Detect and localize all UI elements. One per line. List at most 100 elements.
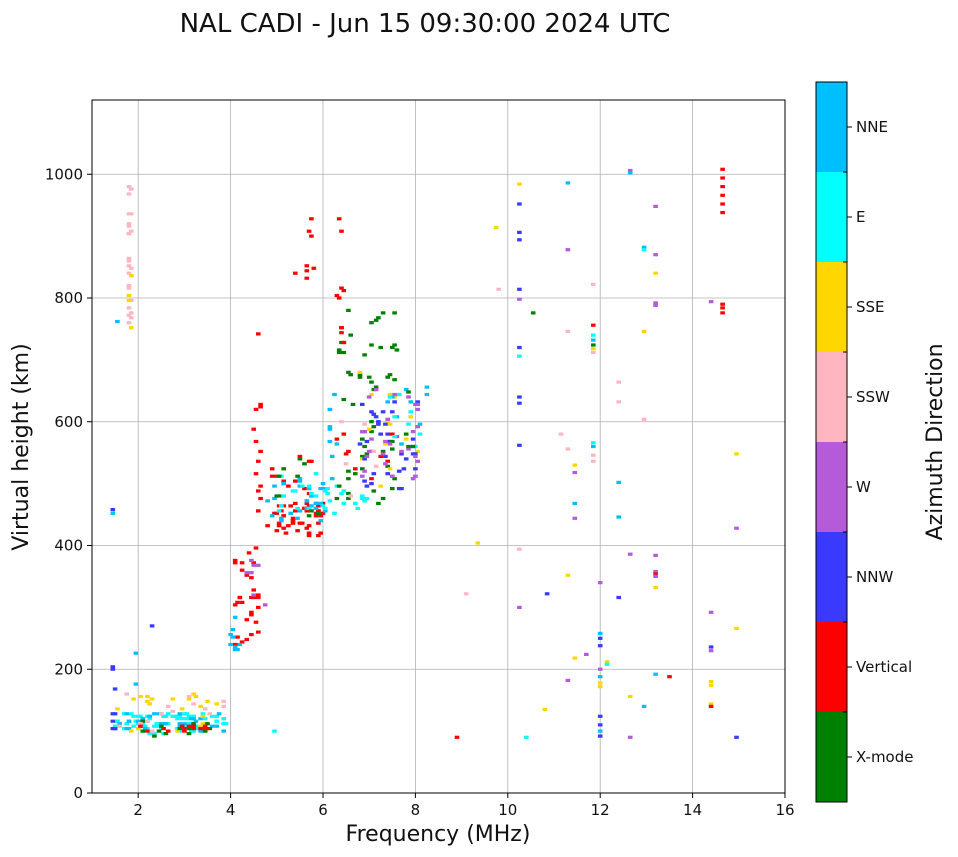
data-point — [371, 449, 377, 453]
data-point — [214, 714, 219, 718]
data-point — [369, 410, 374, 414]
data-point — [297, 509, 303, 513]
data-point — [295, 506, 300, 510]
data-point — [306, 514, 312, 518]
data-point — [221, 704, 226, 708]
data-point — [394, 435, 400, 439]
data-point — [232, 645, 238, 649]
data-point — [293, 489, 298, 493]
data-point — [653, 574, 658, 578]
data-point — [306, 506, 312, 510]
data-point — [517, 238, 522, 242]
x-tick-label: 8 — [411, 801, 421, 819]
data-point — [249, 576, 254, 580]
data-point — [209, 714, 215, 718]
data-point — [306, 491, 312, 496]
plot-area — [92, 100, 785, 793]
x-axis-ticks: 2 4 6 8 10 12 14 16 — [133, 793, 795, 819]
data-point — [251, 427, 256, 431]
data-point — [110, 712, 116, 716]
data-point — [295, 529, 300, 533]
data-point — [276, 494, 282, 498]
data-point — [360, 496, 365, 501]
data-point — [720, 176, 725, 180]
data-point — [311, 266, 317, 270]
data-point — [627, 735, 633, 739]
data-point — [591, 343, 596, 347]
data-point — [627, 168, 633, 173]
data-point — [318, 514, 323, 518]
data-point — [572, 516, 578, 520]
data-point — [152, 734, 157, 738]
data-point — [362, 469, 367, 473]
data-point — [256, 509, 261, 513]
data-point — [152, 712, 157, 716]
data-point — [597, 667, 603, 671]
data-point — [413, 452, 418, 456]
data-point — [306, 229, 312, 233]
data-point — [720, 211, 725, 215]
data-point — [653, 586, 658, 590]
data-point — [463, 592, 469, 596]
data-point — [413, 454, 418, 458]
data-point — [734, 735, 739, 739]
data-point — [403, 432, 409, 436]
data-point — [276, 504, 282, 508]
colorbar-label: W — [856, 478, 871, 496]
x-tick-label: 14 — [683, 801, 702, 819]
data-point — [406, 422, 411, 426]
data-point — [591, 350, 596, 355]
data-point — [320, 482, 326, 486]
data-point — [302, 462, 307, 466]
data-point — [293, 501, 298, 505]
data-point — [329, 477, 335, 481]
data-point — [380, 410, 386, 414]
data-point — [348, 494, 353, 498]
data-point — [205, 727, 210, 731]
colorbar-segment — [816, 712, 847, 802]
data-point — [369, 380, 374, 384]
data-point — [720, 311, 725, 315]
data-point — [142, 727, 148, 731]
data-point — [424, 392, 430, 397]
data-point — [304, 509, 310, 513]
data-point — [376, 420, 381, 424]
data-point — [258, 402, 263, 406]
data-point — [627, 552, 633, 556]
data-point — [371, 472, 377, 476]
data-point — [283, 531, 289, 535]
data-point — [362, 499, 367, 503]
data-point — [346, 477, 351, 481]
data-point — [517, 395, 522, 399]
data-point — [410, 452, 416, 456]
data-point — [281, 494, 286, 498]
data-point — [369, 420, 374, 424]
data-point — [616, 380, 621, 384]
data-point — [306, 504, 312, 508]
data-point — [380, 452, 386, 456]
data-point — [295, 516, 300, 520]
data-point — [129, 729, 134, 733]
data-point — [415, 400, 420, 404]
data-point — [396, 469, 402, 473]
data-point — [186, 724, 192, 728]
data-point — [517, 443, 522, 447]
data-point — [597, 729, 603, 733]
data-point — [306, 524, 312, 528]
data-point — [126, 232, 132, 236]
data-point — [279, 516, 284, 520]
data-point — [415, 459, 420, 463]
data-point — [159, 712, 164, 716]
data-point — [339, 420, 344, 424]
data-point — [320, 511, 326, 515]
y-axis-ticks: 0 200 400 600 800 1000 — [45, 165, 92, 802]
data-point — [126, 224, 132, 228]
data-point — [256, 332, 261, 336]
data-point — [253, 407, 259, 411]
data-point — [133, 682, 139, 686]
data-point — [193, 694, 199, 699]
data-point — [392, 311, 397, 315]
data-point — [336, 350, 342, 355]
data-point — [279, 504, 284, 508]
